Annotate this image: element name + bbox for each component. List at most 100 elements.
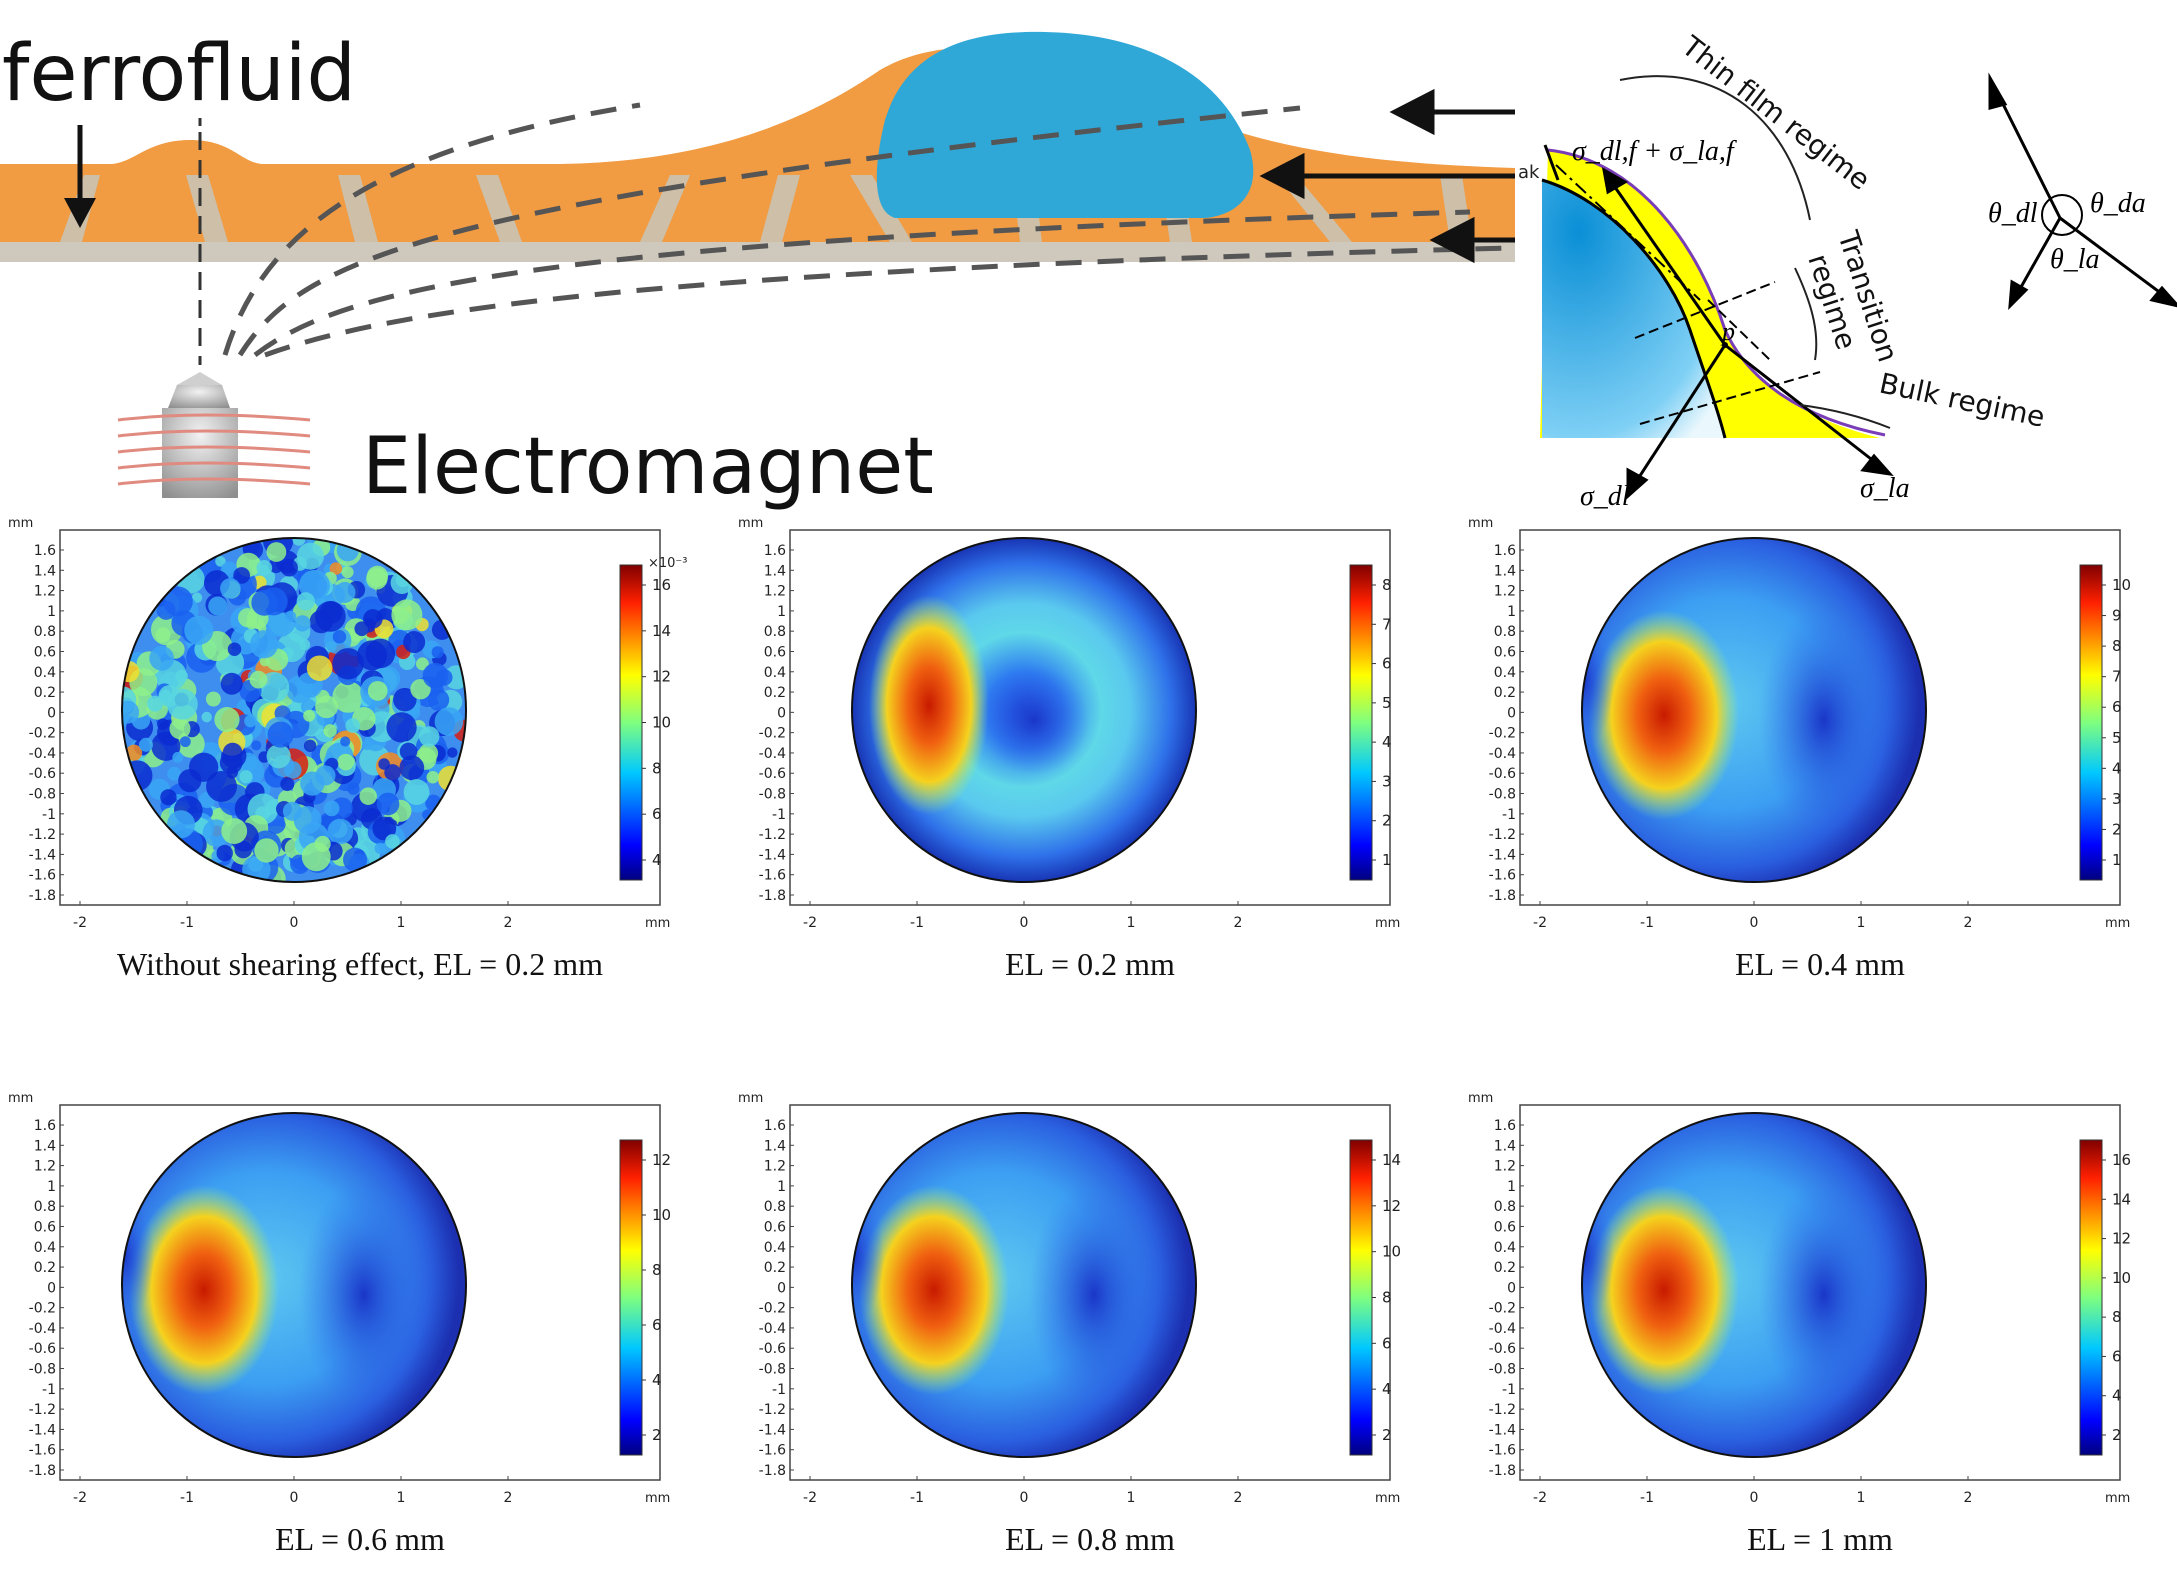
colorbar-tick-label: 8 — [2112, 1308, 2122, 1326]
colorbar-tick-label: 12 — [2112, 1230, 2131, 1248]
y-tick-label: -1.8 — [1489, 1463, 1516, 1479]
x-tick-label: 0 — [1020, 915, 1029, 931]
y-tick-label: 1.6 — [1494, 1118, 1516, 1134]
colorbar-tick-label: 8 — [1382, 576, 1392, 594]
y-tick-label: -0.8 — [1489, 1362, 1516, 1378]
colorbar-tick-label: 8 — [2112, 637, 2122, 655]
colorbar — [1349, 564, 1373, 881]
y-tick-label: 1.4 — [34, 563, 56, 579]
y-tick-label: 0.2 — [1494, 1260, 1516, 1276]
sigma-film-sum-label: σ_dl,f + σ_la,f — [1572, 136, 1737, 167]
y-tick-label: -1.8 — [29, 1463, 56, 1479]
y-tick-label: -0.8 — [1489, 787, 1516, 803]
x-tick-label: 0 — [290, 915, 299, 931]
x-tick-label: 2 — [504, 915, 513, 931]
colorbar-tick-label: 4 — [1382, 1380, 1392, 1398]
y-tick-label: -0.8 — [29, 787, 56, 803]
y-tick-label: 1 — [1507, 1179, 1516, 1195]
y-tick-label: -1.6 — [29, 1443, 56, 1459]
y-tick-label: -1 — [1502, 1382, 1516, 1398]
colorbar-tick-label: 5 — [2112, 729, 2122, 747]
y-unit-label: mm — [738, 1091, 763, 1106]
panel-caption: Without shearing effect, EL = 0.2 mm — [117, 946, 603, 982]
x-tick-label: 1 — [1127, 915, 1136, 931]
colorbar-multiplier: ×10⁻³ — [648, 556, 688, 571]
y-tick-label: 0.6 — [34, 644, 56, 660]
heatmap-disk — [852, 1113, 1196, 1457]
theta-dl-label: θ_dl — [1988, 198, 2038, 229]
y-tick-label: -1.2 — [29, 1402, 56, 1418]
y-tick-label: 0 — [47, 705, 56, 721]
x-tick-label: 0 — [1020, 1490, 1029, 1506]
y-tick-label: -1 — [42, 807, 56, 823]
y-tick-label: 1.6 — [1494, 543, 1516, 559]
y-tick-label: 0 — [777, 1280, 786, 1296]
colorbar-tick-label: 14 — [652, 622, 671, 640]
y-tick-label: 1.2 — [764, 1159, 786, 1175]
x-unit-label: mm — [1375, 916, 1400, 931]
x-tick-label: -1 — [910, 1490, 924, 1506]
y-tick-label: 0.4 — [34, 665, 56, 681]
panel-1: 1.6 1.4 1.2 1 0.8 0.6 0.4 0.2 0 -0.2 -0.4 -0.6 -0.8 -… — [8, 516, 688, 982]
y-tick-label: -1.4 — [29, 1422, 56, 1438]
x-unit-label: mm — [2105, 1491, 2130, 1506]
sigma-la-label: σ_la — [1860, 473, 1910, 504]
colorbar-tick-label: 6 — [1382, 1334, 1392, 1352]
x-tick-label: 1 — [397, 915, 406, 931]
y-tick-label: -0.4 — [29, 746, 56, 762]
colorbar-tick-label: 8 — [652, 1261, 662, 1279]
panel-caption: EL = 0.6 mm — [275, 1521, 445, 1557]
y-tick-label: -1.2 — [759, 827, 786, 843]
y-tick-label: 1.6 — [764, 543, 786, 559]
y-tick-label: 0.2 — [34, 1260, 56, 1276]
colorbar — [619, 564, 643, 881]
y-tick-label: 1.2 — [34, 584, 56, 600]
sigma-dl-label: σ_dl — [1580, 481, 1630, 512]
x-tick-label: -1 — [1640, 1490, 1654, 1506]
x-tick-label: -1 — [180, 1490, 194, 1506]
y-tick-label: -1.6 — [1489, 868, 1516, 884]
electromagnet-label: Electromagnet — [362, 422, 934, 512]
y-tick-label: 0.8 — [1494, 624, 1516, 640]
heatmap-disk — [852, 538, 1196, 882]
colorbar — [619, 1139, 643, 1456]
y-unit-label: mm — [8, 1091, 33, 1106]
x-tick-label: 0 — [1750, 1490, 1759, 1506]
thin-film-regime-label: Thin film regime — [1675, 29, 1877, 197]
colorbar-tick-label: 6 — [1382, 655, 1392, 673]
ferrofluid-label: ferrofluid — [2, 29, 356, 119]
y-tick-label: 0.8 — [764, 1199, 786, 1215]
colorbar-tick-label: 10 — [2112, 576, 2131, 594]
y-tick-label: -0.2 — [759, 1301, 786, 1317]
colorbar-tick-label: 4 — [652, 851, 662, 869]
x-tick-label: 1 — [1857, 915, 1866, 931]
electromagnet-icon — [117, 372, 311, 498]
y-tick-label: -1.6 — [759, 868, 786, 884]
y-tick-label: -1.8 — [759, 888, 786, 904]
x-unit-label: mm — [1375, 1491, 1400, 1506]
y-tick-label: 0 — [47, 1280, 56, 1296]
y-tick-label: -0.6 — [29, 766, 56, 782]
panel-caption: EL = 1 mm — [1747, 1521, 1893, 1557]
y-tick-label: 1.4 — [1494, 1138, 1516, 1154]
panel-3: 1.6 1.4 1.2 1 0.8 0.6 0.4 0.2 0 -0.2 -0.4 -0.6 -0.8 -… — [1468, 516, 2131, 982]
y-unit-label: mm — [738, 516, 763, 531]
y-tick-label: 1.6 — [764, 1118, 786, 1134]
y-tick-label: 1 — [47, 604, 56, 620]
x-tick-label: 0 — [1750, 915, 1759, 931]
colorbar-tick-label: 6 — [2112, 1347, 2122, 1365]
y-tick-label: -0.8 — [29, 1362, 56, 1378]
y-tick-label: 1.6 — [34, 1118, 56, 1134]
y-tick-label: -0.6 — [1489, 1341, 1516, 1357]
panel-caption: EL = 0.2 mm — [1005, 946, 1175, 982]
x-unit-label: mm — [645, 1491, 670, 1506]
y-tick-label: 0.2 — [764, 685, 786, 701]
y-tick-label: 0.2 — [34, 685, 56, 701]
theta-da-label: θ_da — [2090, 188, 2146, 219]
y-tick-label: 0.4 — [764, 1240, 786, 1256]
colorbar-tick-label: 2 — [1382, 812, 1392, 830]
colorbar-tick-label: 16 — [652, 576, 671, 594]
ferrofluid-schematic: ferrofluid Electromagnet — [0, 29, 1515, 512]
colorbar-tick-label: 4 — [2112, 759, 2122, 777]
